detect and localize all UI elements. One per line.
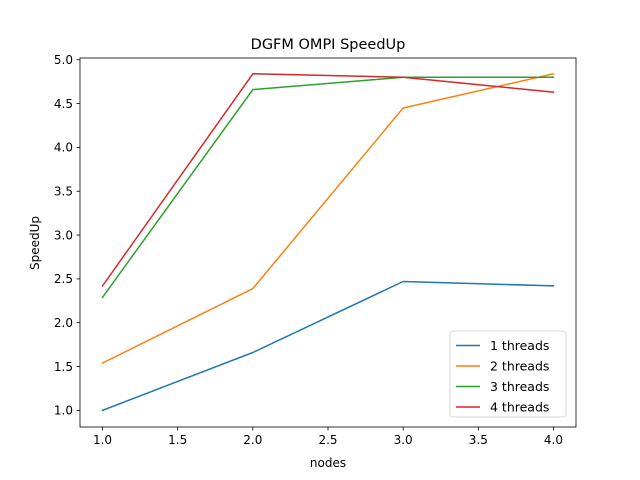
y-axis-label: SpeedUp [28,216,42,270]
y-tick-label: 1.0 [54,404,73,418]
x-axis-label: nodes [310,456,346,470]
legend-box [449,330,567,418]
y-tick-label: 3.0 [54,228,73,242]
x-tick-label: 2.0 [243,433,262,447]
chart-title: DGFM OMPI SpeedUp [251,37,406,53]
y-tick-label: 3.5 [54,185,73,199]
series-line-2 [101,72,555,365]
y-tick-label: 2.5 [54,272,73,286]
y-tick-label: 5.0 [54,53,73,67]
legend-label-2: 2 threads [490,359,549,374]
x-tick-label: 1.0 [93,433,112,447]
y-tick-label: 4.0 [54,141,73,155]
x-tick-label: 3.0 [394,433,413,447]
legend-label-1: 1 threads [490,338,549,353]
legend-label-3: 3 threads [490,379,549,394]
x-tick-label: 1.5 [168,433,187,447]
y-tick-label: 4.5 [54,97,73,111]
x-tick-label: 4.0 [544,433,563,447]
x-tick-label: 3.5 [469,433,488,447]
x-tick-label: 2.5 [318,433,337,447]
legend-label-4: 4 threads [490,400,549,415]
plot-area: 1.0 1.5 2.0 2.5 3.0 3.5 4.0 1.0 1.5 2.0 2.5 3.0 3.5 4… [54,53,577,447]
series-line-4 [101,73,555,287]
y-tick-label: 2.0 [54,316,73,330]
series-line-3 [101,76,555,299]
y-tick-label: 1.5 [54,360,73,374]
series-line-1 [101,280,555,412]
